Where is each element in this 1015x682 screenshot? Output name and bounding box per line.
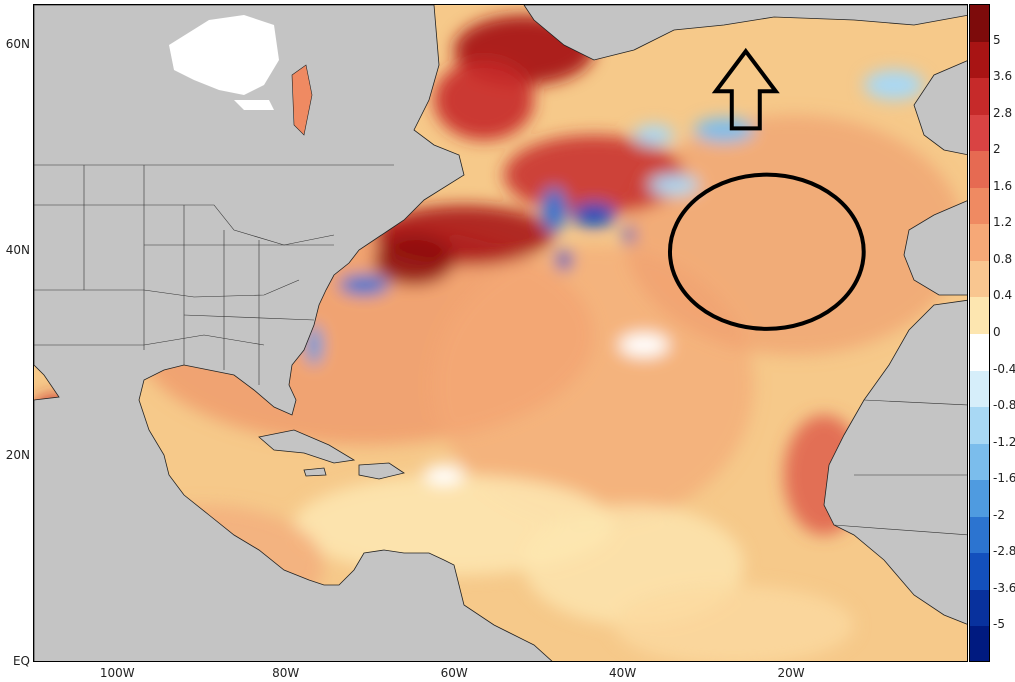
color-scale-label: 2 [993,142,1001,157]
color-scale-swatch [970,553,989,591]
color-scale-label: 0.4 [993,288,1013,303]
color-scale-label: -0.8 [993,398,1015,413]
longitude-label: 60W [440,666,468,680]
latitude-label: 60N [5,37,30,52]
greenland-land [523,5,967,61]
color-scale-swatch [970,516,989,554]
ellipse-highlight-icon [667,172,866,331]
jamaica-land [303,467,327,477]
political-borders [34,164,967,536]
color-scale-swatch [970,41,989,79]
color-scale-swatch [970,151,989,189]
longitude-label: 80W [272,666,300,680]
color-scale-label: -2 [993,507,1005,522]
latitude-label: 40N [5,242,30,257]
iberia-land [903,200,967,296]
color-scale-swatch [970,480,989,518]
color-scale-swatch [970,78,989,116]
color-scale-swatch [970,260,989,298]
color-scale-label: 5 [993,32,1001,47]
color-scale-bar [969,4,990,662]
annotation-layer [667,47,866,331]
color-scale-label: -1.2 [993,434,1015,449]
map-canvas [34,5,967,661]
color-scale-swatch [970,626,989,661]
cuba-land [258,429,356,464]
africa-land [823,299,967,625]
color-scale-swatch [970,5,989,43]
latitude-label: EQ [12,654,30,668]
color-scale-swatch [970,297,989,335]
land-masses [34,5,967,661]
color-scale-swatch [970,589,989,627]
color-scale-label: -1.6 [993,471,1015,486]
color-scale-swatch [970,187,989,225]
longitude-label: 40W [609,666,637,680]
color-scale-swatch [970,114,989,152]
sst-anomaly-map [33,4,968,662]
color-scale-label: -2.8 [993,544,1015,559]
color-scale-label: -0.4 [993,361,1015,376]
color-scale-swatch [970,370,989,408]
color-scale-swatch [970,407,989,445]
color-scale-swatch [970,443,989,481]
up-arrow-icon [711,47,780,131]
color-scale-swatch [970,334,989,372]
hudson-strip [291,64,313,136]
latitude-label: 20N [5,448,30,463]
longitude-label: 20W [777,666,805,680]
color-scale-label: 0.8 [993,251,1013,266]
hispaniola-land [358,462,405,480]
color-scale-label: 1.2 [993,215,1013,230]
color-scale-label: 2.8 [993,105,1013,120]
europe-land [913,60,967,156]
color-scale-swatch [970,224,989,262]
north-america-land [34,5,553,661]
longitude-label: 100W [99,666,135,680]
color-scale-label: -3.6 [993,580,1015,595]
color-scale-label: -5 [993,617,1005,632]
color-scale-label: 3.6 [993,69,1013,84]
color-scale-label: 0 [993,325,1001,339]
color-scale-label: 1.6 [993,178,1013,193]
sea-ice [169,15,279,110]
